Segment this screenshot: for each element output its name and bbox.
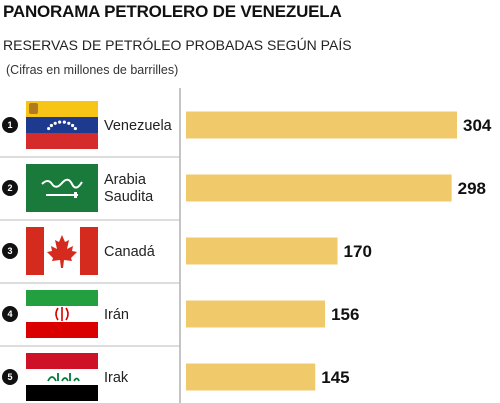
value-label: 170 [344,242,372,261]
units-note: (Cifras en millones de barrilles) [6,63,179,77]
rank-number: 5 [7,372,12,382]
rank-number: 2 [7,183,12,193]
country-label: Irak [104,370,129,386]
rank-badge [2,180,18,196]
iran-flag [26,290,98,338]
country-label: Venezuela [104,118,173,134]
iraq-flag [26,353,98,401]
canada-flag [26,227,98,275]
rank-number: 1 [7,120,12,130]
country-label: Canadá [104,244,156,260]
saudi-arabia-flag [26,164,98,212]
venezuela-flag [26,101,98,149]
rank-badge [2,243,18,259]
value-label: 145 [321,368,349,387]
value-label: 304 [463,116,492,135]
bar-chart: 1 Venezuela 304 2 Arabia Saudita 298 3 Canadá 170… [0,88,492,403]
chart-subtitle: RESERVAS DE PETRÓLEO PROBADAS SEGÚN PAÍS [3,37,352,53]
rank-number: 4 [7,309,12,319]
value-label: 156 [331,305,359,324]
rank-badge [2,306,18,322]
bar [186,237,338,265]
value-label: 298 [458,179,486,198]
rank-number: 3 [7,246,12,256]
chart-title: PANORAMA PETROLERO DE VENEZUELA [3,2,342,21]
country-label: Irán [104,307,129,323]
bar [186,174,452,202]
bar [186,300,326,328]
country-label: Arabia Saudita [104,172,154,205]
rank-badge [2,117,18,133]
rank-badge [2,369,18,385]
bar [186,363,316,391]
bar [186,111,457,139]
